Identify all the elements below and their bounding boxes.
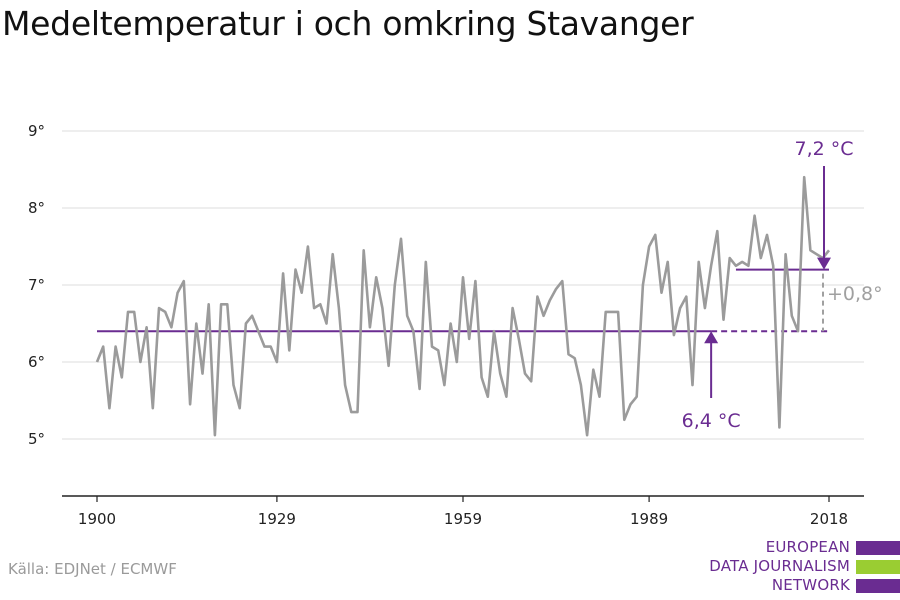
y-tick-label: 6° bbox=[28, 353, 45, 371]
x-tick-label: 1900 bbox=[78, 510, 116, 528]
series-layer bbox=[95, 175, 831, 437]
temperature-series-line bbox=[95, 175, 831, 437]
baseline-arrow-head bbox=[704, 331, 719, 344]
difference-label: +0,8° bbox=[827, 283, 883, 305]
baseline-average-label: 6,4 °C bbox=[682, 410, 741, 432]
logo-line-2: DATA JOURNALISM bbox=[709, 557, 850, 575]
x-tick-label: 1929 bbox=[258, 510, 296, 528]
y-tick-label: 5° bbox=[28, 430, 45, 448]
x-tick-label: 1989 bbox=[630, 510, 668, 528]
reference-lines bbox=[97, 268, 829, 333]
edjnet-logo: EUROPEAN DATA JOURNALISM NETWORK bbox=[690, 538, 900, 596]
logo-bar-1 bbox=[856, 541, 900, 555]
logo-line-3: NETWORK bbox=[771, 576, 850, 594]
recent-average-label: 7,2 °C bbox=[794, 138, 853, 160]
x-tick-label: 1959 bbox=[444, 510, 482, 528]
logo-bar-3 bbox=[856, 579, 900, 593]
annotations: 7,2 °C 6,4 °C +0,8° bbox=[682, 138, 883, 432]
x-tick-label: 2018 bbox=[810, 510, 848, 528]
y-tick-label: 7° bbox=[28, 276, 45, 294]
axes: 9° 8° 7° 6° 5° 1900 1929 1959 1989 2018 bbox=[28, 122, 864, 528]
y-tick-label: 9° bbox=[28, 122, 45, 140]
y-tick-label: 8° bbox=[28, 199, 45, 217]
recent-arrow-head bbox=[817, 257, 831, 270]
source-note: Källa: EDJNet / ECMWF bbox=[8, 560, 177, 578]
logo-line-1: EUROPEAN bbox=[765, 538, 850, 556]
chart-title: Medeltemperatur i och omkring Stavanger bbox=[2, 4, 694, 43]
logo-bar-2 bbox=[856, 560, 900, 574]
